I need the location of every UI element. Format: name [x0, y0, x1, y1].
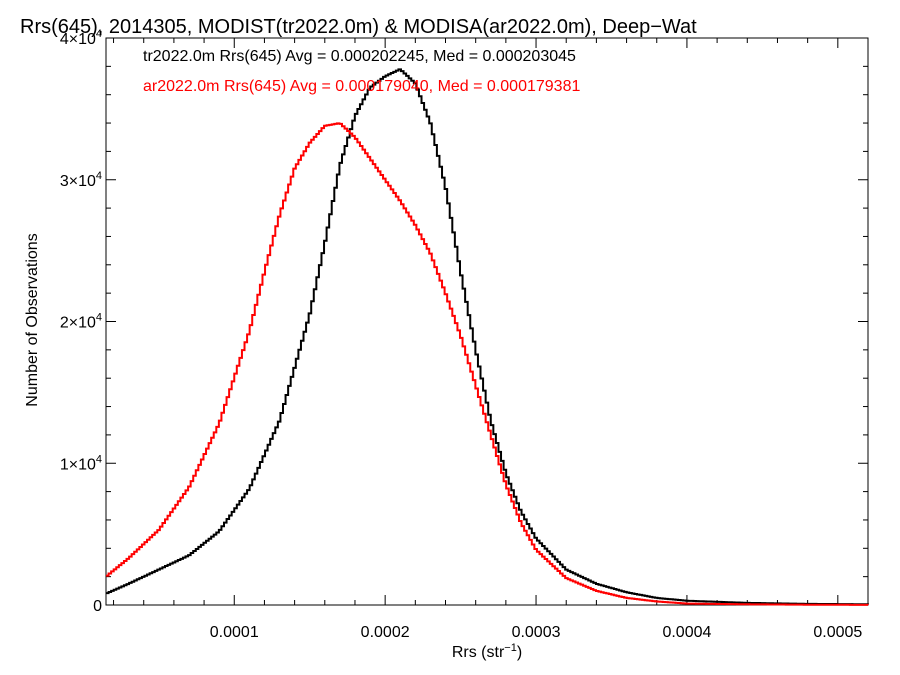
x-axis-label: Rrs (str−1)	[452, 642, 522, 661]
y-tick-label: 2×104	[60, 312, 102, 332]
plot-frame	[105, 37, 869, 606]
series-line-2	[106, 122, 869, 606]
series-layer	[106, 68, 869, 606]
y-tick-label: 0	[93, 598, 102, 615]
y-tick-label: 1×104	[60, 453, 102, 473]
series-line-1	[106, 68, 869, 606]
x-tick-label: 0.0002	[361, 624, 410, 641]
y-axis-label: Number of Observations	[24, 233, 41, 406]
legend-entry-2: ar2022.0m Rrs(645) Avg = 0.000179040, Me…	[143, 78, 580, 95]
x-tick-label: 0.0004	[662, 624, 711, 641]
legend-entry-1: tr2022.0m Rrs(645) Avg = 0.000202245, Me…	[143, 48, 576, 65]
x-tick-label: 0.0003	[512, 624, 561, 641]
x-axis-ticks: 0.0001 0.0002 0.0003 0.0004 0.0005	[113, 38, 862, 641]
y-axis-ticks: 0 1×104 2×104 3×104 4×104	[60, 28, 868, 615]
x-tick-label: 0.0001	[210, 624, 259, 641]
y-tick-label: 3×104	[60, 170, 102, 190]
y-tick-label: 4×104	[60, 28, 102, 48]
chart-title: Rrs(645), 2014305, MODIST(tr2022.0m) & M…	[20, 16, 697, 38]
x-tick-label: 0.0005	[813, 624, 862, 641]
